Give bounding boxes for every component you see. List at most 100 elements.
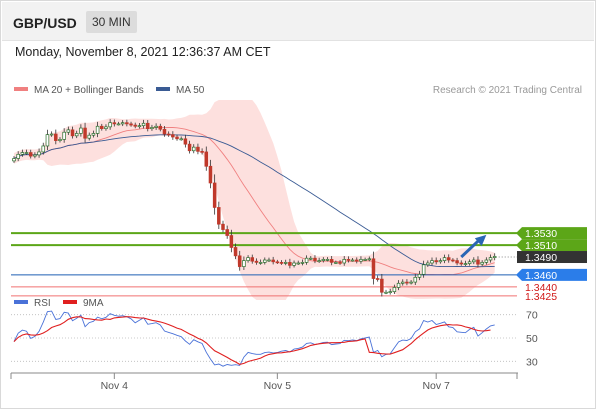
forecast-arrow-head [474,234,487,246]
candle [179,136,183,141]
forecast-arrow [460,234,487,259]
candle [392,284,397,294]
candle-body [125,122,129,125]
x-axis: Nov 4 Nov 5 Nov 7 [10,373,518,392]
candle [417,270,422,281]
candle [221,220,225,233]
price-tag [516,227,587,240]
candle-body [388,291,392,293]
candle [58,137,62,143]
candle-body [380,278,384,293]
candle-body [237,255,242,267]
candle-body [392,287,397,292]
candle [492,253,497,261]
candle [396,280,401,291]
candle-body [476,259,480,265]
candle-body [141,122,146,127]
candle [229,229,234,253]
candle-body [41,145,46,153]
rsi-tick-50: 50 [526,333,538,345]
candle [191,144,196,154]
candle [183,134,188,148]
candle [129,121,133,127]
candle [367,256,372,262]
candle [154,123,158,130]
candle-body [417,273,422,278]
candle [120,120,125,127]
candle-body [108,122,112,128]
candle-body [442,257,447,261]
candle-body [426,262,430,266]
candle-body [334,262,338,264]
candle [254,258,259,265]
candle-body [175,136,179,140]
candle [421,260,426,278]
candle [283,259,288,266]
candle [150,124,154,131]
candle-body [187,143,192,152]
candle [476,256,480,268]
candle [409,279,413,285]
candle-body [95,125,100,134]
candle-body [463,263,468,265]
candle-body [49,133,54,136]
candle-body [271,259,275,263]
price-label: 1.3460 [525,270,557,282]
candle-body [120,122,125,125]
price-label: 1.3530 [525,228,557,240]
candle-body [367,258,372,261]
candle [158,123,163,132]
candle [279,260,284,265]
candle [217,201,221,230]
candle [413,273,418,285]
candle-body [275,261,280,264]
candle-body [62,131,66,140]
pivot-label-1-3460: 1.3460 [516,268,587,282]
candle [83,122,87,143]
candle [296,260,300,265]
candle [204,146,209,171]
candle-body [242,260,246,267]
candle [484,257,489,265]
candle-body [200,150,204,153]
candle-body [28,152,33,157]
candle-body [346,259,351,261]
candle [104,124,108,131]
candle [400,279,405,286]
candle-body [263,259,267,263]
candle-body [338,262,342,264]
candle [87,132,91,141]
candle [208,159,213,189]
candle-body [288,262,292,266]
candle [250,254,255,264]
candle [33,152,37,159]
candle-body [321,259,326,261]
candle-body [267,259,271,262]
candle-body [304,257,309,263]
candle [430,257,434,266]
candle [162,125,167,137]
candle [137,123,142,129]
candle-body [179,138,183,141]
candle [325,257,330,262]
candle-body [371,258,376,279]
ma50-line [13,134,495,268]
price-label: 1.3490 [525,252,557,264]
rsi-tick-30: 30 [526,356,538,368]
price-levels [11,232,517,297]
candle-body [233,247,238,257]
candle [446,254,451,263]
candle-body [313,257,317,261]
timeframe-badge[interactable]: 30 MIN [86,11,137,33]
candle-body [183,138,188,145]
candle [62,128,66,143]
candle-body [246,257,250,261]
candle [66,126,71,135]
moving-averages [13,126,495,276]
bollinger-band-area [14,100,495,300]
candle-body [83,127,87,139]
candle [426,260,430,267]
candle-body [24,152,29,154]
candle-body [359,259,363,262]
